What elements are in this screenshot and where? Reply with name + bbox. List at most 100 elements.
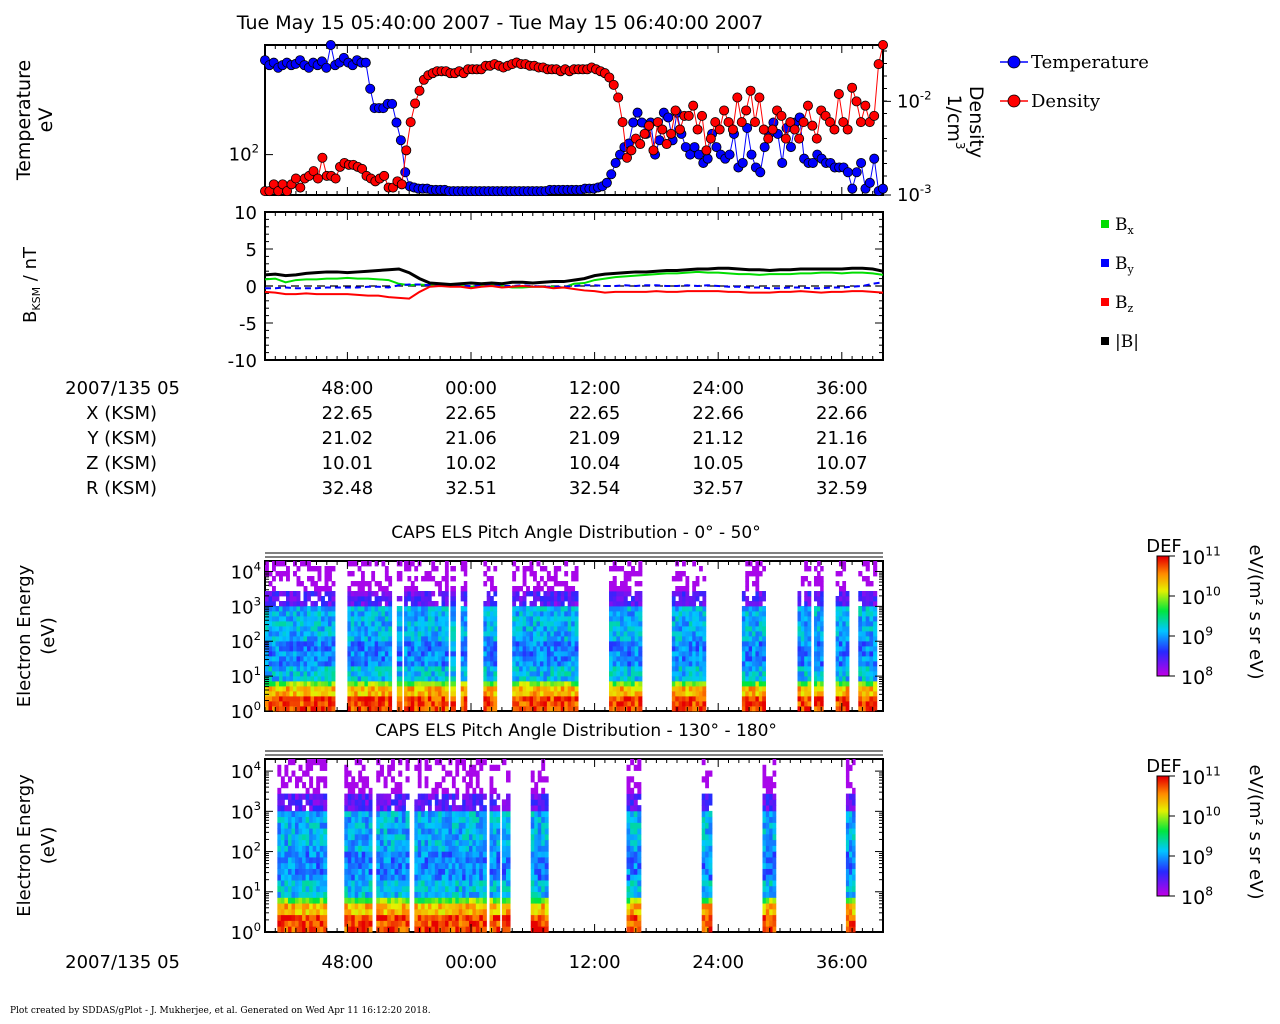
spectrogram-cell: [414, 591, 419, 597]
spectrogram-cell: [293, 561, 297, 567]
spectrogram-cell: [388, 691, 393, 697]
spectrogram-cell: [361, 596, 365, 602]
spectrogram-cell: [820, 656, 824, 662]
spectrogram-cell: [296, 691, 301, 697]
spectrogram-cell: [444, 596, 449, 602]
spectrogram-cell: [438, 676, 442, 682]
spectrogram-cell: [441, 661, 446, 667]
spectrogram-cell: [387, 822, 392, 829]
spectrogram-cell: [407, 646, 412, 652]
spectrogram-cell: [282, 701, 287, 707]
spectrogram-cell: [312, 759, 317, 766]
spectrogram-cell: [493, 666, 498, 672]
spectrogram-cell: [367, 646, 372, 652]
spectrogram-cell: [460, 696, 465, 702]
spectrogram-cell: [612, 676, 617, 682]
spectrogram-cell: [300, 676, 304, 682]
spectrogram-cell: [835, 696, 840, 702]
spectrogram-cell: [682, 706, 686, 712]
spectrogram-cell: [268, 571, 273, 577]
spectrogram-cell: [609, 601, 614, 607]
spectrogram-cell: [567, 671, 572, 677]
spectrogram-cell: [869, 611, 874, 617]
spectrogram-cell: [302, 822, 307, 829]
spectrogram-cell: [702, 701, 707, 707]
spectrogram-cell: [303, 621, 308, 627]
spectrogram-cell: [450, 601, 456, 607]
spectrogram-cell: [630, 676, 636, 682]
spectrogram-cell: [417, 799, 422, 806]
spectrogram-cell: [536, 656, 541, 662]
colorbar-segment: [1157, 624, 1169, 627]
spectrogram-cell: [390, 903, 395, 910]
spectrogram-cell: [376, 822, 381, 829]
density-point: [855, 117, 866, 128]
spectrogram-cell: [398, 885, 403, 893]
spectrogram-cell: [483, 696, 488, 702]
spectrogram-cell: [421, 926, 425, 933]
spectrogram-cell: [314, 586, 318, 592]
spectrogram-cell: [858, 636, 863, 642]
spectrogram-cell: [310, 601, 315, 607]
spectrogram-cell: [414, 576, 419, 582]
spectrogram-cell: [536, 561, 541, 567]
bfield-tick-label: 5: [246, 240, 257, 261]
spectrogram-cell: [567, 621, 572, 627]
colorbar-segment: [1157, 572, 1169, 575]
spectrogram-cell: [463, 631, 468, 637]
spectrogram-cell: [758, 706, 763, 712]
spectrogram-cell: [678, 626, 683, 632]
spectrogram-cell: [838, 651, 843, 657]
spectrogram-cell: [291, 874, 296, 881]
spectrogram-cell: [417, 908, 422, 916]
spectrogram-cell: [522, 651, 527, 657]
spectrogram-cell: [295, 822, 299, 829]
spectrogram-cell: [295, 776, 299, 783]
spectrogram-cell: [300, 626, 304, 632]
spectrogram-cell: [634, 611, 639, 617]
spectrogram-cell: [404, 641, 408, 647]
spectrogram-cell: [634, 596, 639, 602]
spectrogram-cell: [309, 822, 314, 829]
spectrogram-cell: [695, 696, 700, 702]
spectrogram-cell: [384, 706, 389, 712]
colorbar-segment: [1157, 616, 1169, 619]
spectrogram-cell: [620, 686, 625, 692]
spectrogram-cell: [623, 681, 628, 687]
spectrogram-cell: [434, 897, 439, 904]
spectrogram-cell: [286, 651, 290, 657]
spectrogram-cell: [324, 666, 329, 672]
spectrogram-cell: [300, 646, 304, 652]
spectrogram-cell: [421, 706, 425, 712]
spectrogram-cell: [287, 816, 292, 823]
spectrogram-cell: [394, 845, 399, 852]
spectrogram-cell: [379, 810, 384, 818]
spectrogram-cell: [293, 701, 297, 707]
spectrogram-cell: [630, 606, 636, 612]
spectrogram-cell: [638, 656, 643, 662]
spectrogram-cell: [350, 666, 355, 672]
density-point: [749, 117, 760, 128]
spectrogram-cell: [486, 606, 491, 612]
spectrogram-cell: [404, 651, 408, 657]
spectrogram-cell: [519, 676, 524, 682]
spectrogram-cell: [268, 621, 273, 627]
spectrogram-cell: [364, 661, 369, 667]
spectrogram-cell: [685, 686, 690, 692]
spectrogram-cell: [396, 631, 403, 637]
spectrogram-cell: [438, 686, 442, 692]
spectrogram-cell: [328, 576, 332, 582]
spectrogram-cell: [424, 701, 429, 707]
spectrogram-cell: [404, 686, 408, 692]
spectrogram-cell: [367, 611, 372, 617]
spectrogram-cell: [354, 701, 359, 707]
spectrogram-cell: [616, 621, 621, 627]
spectrogram-cell: [486, 611, 491, 617]
spectrogram-cell: [512, 561, 517, 567]
spectrogram-cell: [357, 676, 362, 682]
spectrogram-cell: [305, 920, 310, 927]
spectrogram-cell: [344, 799, 349, 806]
spectrogram-cell: [748, 611, 753, 617]
spectrogram-cell: [438, 868, 443, 875]
density-point: [617, 117, 628, 128]
